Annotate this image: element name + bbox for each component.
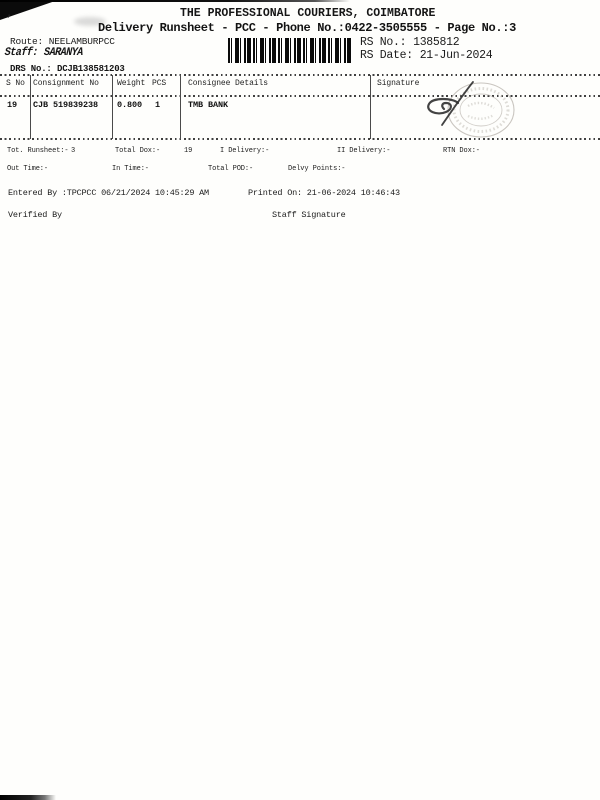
tot-runsheet-value: 3 [71, 147, 76, 155]
verified-by-label: Verified By [8, 210, 62, 220]
cell-consignee: TMB BANK [188, 100, 229, 110]
cell-consignment: CJB 519839238 [33, 100, 99, 110]
route-line: Route: NEELAMBURPCC [10, 36, 115, 47]
scan-corner-fold-mark [0, 0, 58, 20]
col-header-weight: Weight [117, 79, 146, 88]
rs-no-value: 1385812 [413, 36, 460, 49]
out-time-label: Out Time:- [7, 165, 49, 173]
staff-signature-label: Staff Signature [272, 210, 346, 220]
delvy-points-label: Delvy Points:- [288, 165, 346, 173]
table-top-rule [0, 74, 600, 76]
scan-smudge [74, 17, 106, 26]
rtn-dox-label: RTN Dox:- [443, 147, 480, 155]
rs-date-line: RS Date: 21-Jun-2024 [360, 49, 493, 62]
total-pod-label: Total POD:- [208, 165, 254, 173]
scan-stray-mark: ’ [6, 15, 13, 26]
table-bottom-rule [0, 138, 600, 140]
staff-label: Staff: [4, 46, 39, 59]
table-column-divider [112, 75, 113, 139]
col-header-s-no: S No [6, 79, 25, 88]
route-label: Route: [10, 36, 44, 47]
drs-value: DCJB138581203 [57, 64, 125, 74]
printed-on-line: Printed On: 21-06-2024 10:46:43 [248, 188, 400, 198]
rs-number-line: RS No.: 1385812 [360, 36, 460, 49]
col-header-pcs: PCS [152, 79, 167, 88]
cell-pcs: 1 [155, 100, 161, 110]
in-time-label: In Time:- [112, 165, 149, 173]
scan-bottom-corner-mark [0, 795, 56, 800]
drs-number-line: DRS No.: DCJB138581203 [10, 64, 125, 74]
barcode-icon [228, 38, 352, 63]
cell-weight: 0.800 [117, 100, 143, 110]
col-header-consignment: Consignment No [33, 79, 99, 88]
col-header-consignee: Consignee Details [188, 79, 268, 88]
tot-runsheet-label: Tot. Runsheet:- [7, 147, 69, 155]
table-column-divider [370, 75, 371, 139]
rs-no-label: RS No.: [360, 36, 407, 49]
table-header-rule [0, 95, 600, 97]
col-header-signature: Signature [377, 79, 420, 88]
table-column-divider [180, 75, 181, 139]
company-title: THE PROFESSIONAL COURIERS, COIMBATORE [180, 7, 436, 20]
signature-scribble-icon [427, 81, 474, 126]
cell-s-no: 19 [7, 100, 18, 110]
staff-line: Staff: SARANYA [4, 46, 83, 59]
i-delivery-label: I Delivery:- [220, 147, 270, 155]
entered-by-line: Entered By :TPCPCC 06/21/2024 10:45:29 A… [8, 188, 209, 198]
ii-delivery-label: II Delivery:- [337, 147, 391, 155]
document-title-line: Delivery Runsheet - PCC - Phone No.:0422… [98, 21, 516, 35]
table-column-divider [30, 75, 31, 139]
drs-label: DRS No.: [10, 64, 52, 74]
rs-date-value: 21-Jun-2024 [419, 49, 493, 62]
route-value: NEELAMBURPCC [48, 36, 115, 47]
total-dox-label: Total Dox:- [115, 147, 161, 155]
scan-top-edge-line [0, 0, 350, 2]
rs-date-label: RS Date: [360, 49, 413, 62]
total-dox-value: 19 [184, 147, 193, 155]
staff-value: SARANYA [43, 46, 84, 59]
